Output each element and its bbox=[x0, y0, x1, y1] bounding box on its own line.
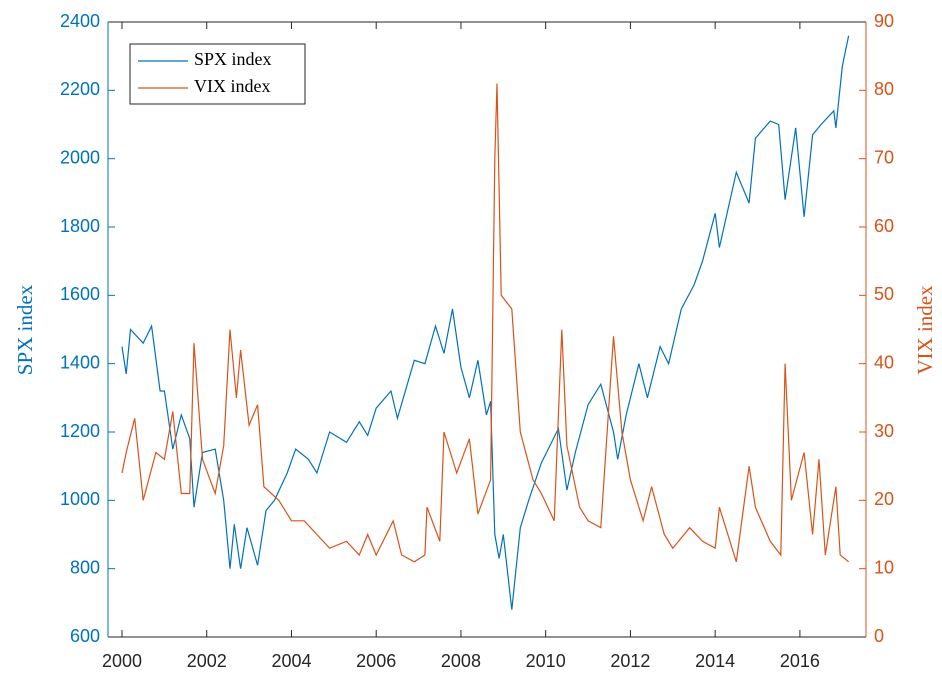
legend-label: SPX index bbox=[194, 49, 272, 69]
legend-box bbox=[129, 43, 306, 105]
y2-tick-label: 60 bbox=[874, 216, 894, 236]
y-tick-label: 1600 bbox=[60, 284, 100, 304]
y-tick-label: 600 bbox=[70, 626, 100, 646]
x-tick-label: 2006 bbox=[356, 651, 396, 671]
x-tick-label: 2014 bbox=[695, 651, 735, 671]
y2-tick-label: 20 bbox=[874, 489, 894, 509]
y2-axis-label: VIX index bbox=[913, 285, 937, 375]
y2-tick-label: 90 bbox=[874, 11, 894, 31]
y-tick-label: 1200 bbox=[60, 421, 100, 441]
y-tick-label: 1000 bbox=[60, 489, 100, 509]
y2-tick-label: 80 bbox=[874, 79, 894, 99]
y-tick-label: 1400 bbox=[60, 352, 100, 372]
y-tick-label: 2200 bbox=[60, 79, 100, 99]
y2-tick-label: 0 bbox=[874, 626, 884, 646]
y2-tick-label: 30 bbox=[874, 421, 894, 441]
x-tick-label: 2016 bbox=[780, 651, 820, 671]
legend-label: VIX index bbox=[194, 76, 270, 96]
x-tick-label: 2010 bbox=[526, 651, 566, 671]
y2-tick-label: 70 bbox=[874, 147, 894, 167]
series-line bbox=[121, 83, 849, 563]
x-tick-label: 2004 bbox=[271, 651, 311, 671]
y-axis-label: SPX index bbox=[13, 284, 37, 375]
y-tick-label: 1800 bbox=[60, 216, 100, 236]
y-tick-label: 2400 bbox=[60, 11, 100, 31]
x-tick-label: 2008 bbox=[441, 651, 481, 671]
x-tick-label: 2000 bbox=[102, 651, 142, 671]
y-tick-label: 2000 bbox=[60, 147, 100, 167]
y2-tick-label: 40 bbox=[874, 352, 894, 372]
x-tick-label: 2002 bbox=[187, 651, 227, 671]
y2-tick-label: 50 bbox=[874, 284, 894, 304]
x-tick-label: 2012 bbox=[610, 651, 650, 671]
series-line bbox=[121, 35, 850, 610]
y-tick-label: 800 bbox=[70, 557, 100, 577]
y2-tick-label: 10 bbox=[874, 557, 894, 577]
